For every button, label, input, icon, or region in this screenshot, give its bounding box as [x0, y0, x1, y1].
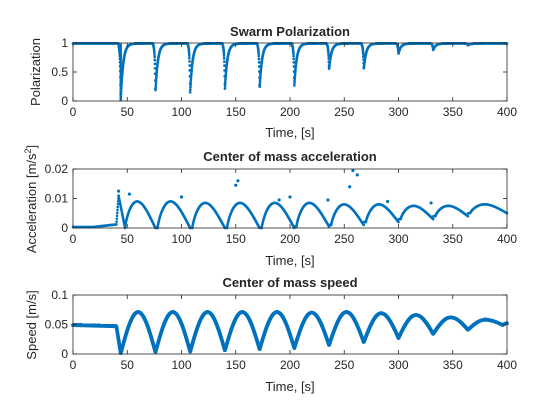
axes-box [72, 42, 508, 102]
acceleration-outlier-point [355, 173, 359, 177]
x-axis-label: Time, [s] [265, 253, 314, 268]
y-tick-label: 0.1 [51, 288, 68, 302]
acceleration-outlier-point [288, 195, 292, 199]
x-tick-label: 350 [443, 232, 463, 246]
x-tick-label: 150 [226, 232, 246, 246]
y-tick-label: 0 [61, 347, 68, 361]
acceleration-panel: Center of mass acceleration 0 50 100 150 200… [23, 145, 517, 268]
y-tick-label: 0.01 [45, 192, 69, 206]
y-axis-label: Acceleration [m/s2] [23, 145, 39, 253]
x-tick-label: 100 [171, 105, 191, 119]
acceleration-outlier-point [127, 192, 132, 196]
acceleration-outlier-point [277, 198, 281, 202]
x-tick-label: 150 [226, 358, 246, 372]
x-tick-label: 50 [121, 105, 135, 119]
y-tick-label: 0.02 [45, 162, 69, 176]
y-tick-label: 0.05 [45, 318, 69, 332]
x-tick-label: 350 [443, 105, 463, 119]
x-tick-label: 300 [388, 105, 408, 119]
x-tick-label: 50 [121, 358, 135, 372]
x-tick-label: 250 [334, 105, 354, 119]
x-tick-label: 200 [280, 105, 300, 119]
x-tick-label: 0 [70, 358, 77, 372]
x-axis-label: Time, [s] [265, 125, 314, 140]
x-tick-label: 400 [497, 232, 517, 246]
x-tick-label: 200 [280, 358, 300, 372]
plot-area [71, 310, 509, 355]
x-tick-label: 350 [443, 358, 463, 372]
chart-title: Center of mass acceleration [203, 149, 376, 164]
x-tick-label: 50 [121, 232, 135, 246]
x-tick-label: 100 [171, 232, 191, 246]
x-tick-label: 0 [70, 105, 77, 119]
acceleration-outlier-point [429, 201, 433, 205]
x-tick-label: 0 [70, 232, 77, 246]
chart-title: Center of mass speed [222, 275, 357, 290]
tick-labels: 0 50 100 150 200 250 300 350 400 0 0.01 0.02 [45, 162, 518, 246]
acceleration-outlier-point [234, 183, 238, 187]
acceleration-outlier-point [348, 185, 352, 189]
x-tick-label: 250 [334, 358, 354, 372]
plot-area [71, 42, 509, 102]
x-tick-label: 300 [388, 232, 408, 246]
acceleration-outlier-point [386, 199, 390, 204]
y-tick-label: 1 [61, 36, 68, 50]
speed-panel: Center of mass speed 0 50 100 150 200 250 300 3… [24, 275, 517, 394]
acceleration-outlier-point [179, 195, 184, 199]
chart-title: Swarm Polarization [230, 24, 350, 39]
acceleration-outlier-point [116, 189, 121, 193]
x-tick-label: 300 [388, 358, 408, 372]
speed-series [71, 310, 509, 355]
y-tick-label: 0 [61, 221, 68, 235]
acceleration-outlier-point [326, 198, 330, 202]
plot-area [71, 168, 509, 230]
x-tick-label: 400 [497, 105, 517, 119]
acceleration-outlier-point [236, 179, 240, 183]
tick-labels: 0 50 100 150 200 250 300 350 400 0 0.05 0.1 [45, 288, 518, 372]
tick-labels: 0 50 100 150 200 250 300 350 400 0 0.5 1 [51, 36, 517, 119]
x-tick-label: 100 [171, 358, 191, 372]
polarization-series [71, 42, 509, 102]
y-axis-label: Polarization [28, 38, 43, 106]
x-tick-label: 400 [497, 358, 517, 372]
x-tick-label: 250 [334, 232, 354, 246]
acceleration-series [71, 194, 509, 230]
x-tick-label: 200 [280, 232, 300, 246]
polarization-panel: Swarm Polarization 0 50 100 150 200 250 300 350… [28, 24, 517, 140]
y-tick-label: 0 [61, 94, 68, 108]
acceleration-outlier-point [351, 168, 355, 173]
x-tick-label: 150 [226, 105, 246, 119]
x-axis-label: Time, [s] [265, 379, 314, 394]
y-axis-label: Speed [m/s] [24, 290, 39, 359]
y-tick-label: 0.5 [51, 65, 68, 79]
